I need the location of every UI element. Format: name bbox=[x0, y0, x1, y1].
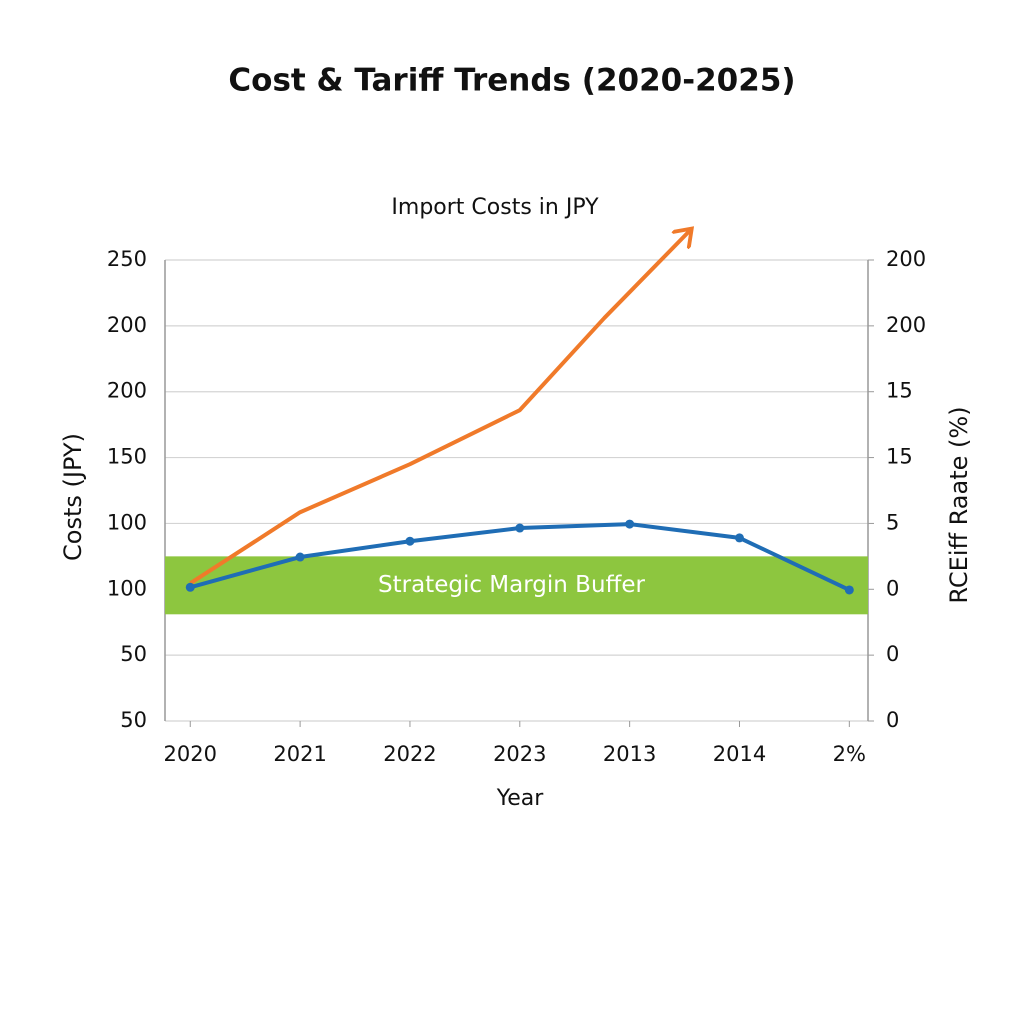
x-axis-label: Year bbox=[496, 786, 545, 811]
chart-title: Cost & Tariff Trends (2020-2025) bbox=[228, 63, 795, 99]
series-point bbox=[734, 533, 744, 543]
y-tick-label: 50 bbox=[120, 642, 147, 666]
x-tick-label: 2021 bbox=[273, 742, 326, 766]
series-point bbox=[295, 552, 305, 562]
y2-tick-label: 200 bbox=[886, 313, 926, 337]
x-tick-label: 2020 bbox=[164, 742, 217, 766]
y2-tick-label: 5 bbox=[886, 510, 899, 534]
x-tick-label: 2022 bbox=[383, 742, 436, 766]
series-point bbox=[405, 536, 415, 546]
y-tick-label: 150 bbox=[107, 445, 147, 469]
y-axis-label: Costs (JPY) bbox=[59, 433, 87, 561]
series-point bbox=[185, 582, 195, 592]
x-tick-label: 2023 bbox=[493, 742, 546, 766]
y-tick-label: 200 bbox=[107, 379, 147, 403]
y-tick-label: 50 bbox=[120, 708, 147, 732]
y-tick-label: 100 bbox=[107, 510, 147, 534]
x-tick-label: 2% bbox=[833, 742, 866, 766]
x-tick-label: 2014 bbox=[713, 742, 766, 766]
y2-tick-label: 0 bbox=[886, 642, 899, 666]
series-line bbox=[189, 230, 690, 586]
y-tick-label: 250 bbox=[107, 247, 147, 271]
y-tick-label: 100 bbox=[107, 576, 147, 600]
series-point bbox=[844, 585, 854, 595]
band-label: Strategic Margin Buffer bbox=[378, 572, 646, 598]
series-point bbox=[625, 519, 635, 529]
y2-tick-label: 0 bbox=[886, 708, 899, 732]
y2-tick-label: 200 bbox=[886, 247, 926, 271]
series-point bbox=[515, 523, 525, 533]
y2-tick-label: 15 bbox=[886, 379, 913, 403]
y-tick-label: 200 bbox=[107, 313, 147, 337]
y2-axis-label: RCEiff Raate (%) bbox=[945, 406, 973, 603]
y2-tick-label: 0 bbox=[886, 576, 899, 600]
margin-band bbox=[165, 556, 868, 615]
y2-tick-label: 15 bbox=[886, 445, 913, 469]
x-tick-label: 2013 bbox=[603, 742, 656, 766]
chart-subtitle: Import Costs in JPY bbox=[391, 195, 599, 220]
